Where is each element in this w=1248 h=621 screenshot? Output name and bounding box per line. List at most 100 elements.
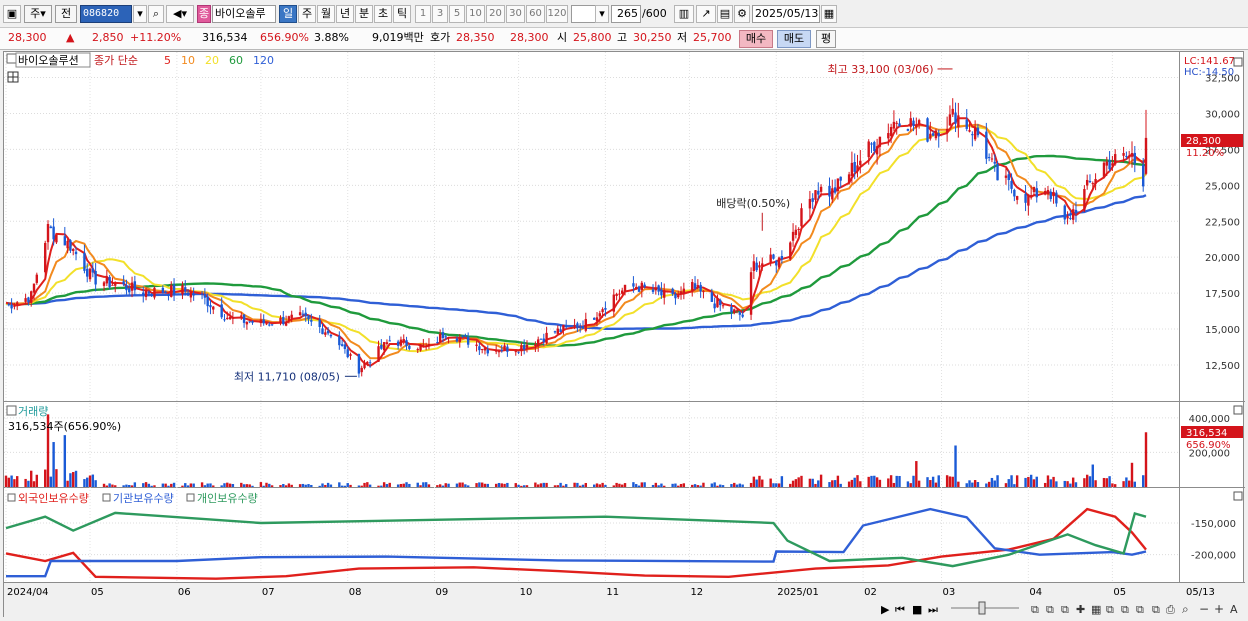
volume-checkbox[interactable] — [6, 405, 17, 416]
candle-body — [772, 254, 775, 259]
candle-body — [542, 338, 545, 342]
ask-price: 28,300 — [510, 31, 549, 44]
volume-bar — [167, 485, 170, 487]
volume-panel-close-icon[interactable] — [1233, 405, 1243, 415]
volume-bar — [242, 484, 246, 487]
volume-bar — [828, 482, 831, 487]
interval-dropdown-icon[interactable]: ▾ — [595, 5, 609, 23]
candle-body — [934, 130, 938, 139]
sell-button[interactable]: 매도 — [777, 30, 811, 48]
volume-bar — [564, 484, 568, 487]
zoom-search-icon[interactable]: ⌕ — [1182, 602, 1189, 616]
overlay-icon[interactable]: ⧉ — [1061, 603, 1069, 616]
zoom-slider-thumb[interactable] — [978, 601, 986, 615]
interval-button-20[interactable]: 20 — [486, 5, 505, 23]
window-icon[interactable]: ▣ — [3, 5, 21, 23]
date-input[interactable]: 2025/05/13 — [752, 5, 820, 23]
scroll-right-icon[interactable]: ▶ — [881, 603, 890, 616]
count-total: /600 — [642, 7, 667, 20]
sound-icon[interactable]: ◀▾ — [166, 5, 194, 23]
period-tab-틱[interactable]: 틱 — [393, 5, 411, 23]
price-panel-close-icon[interactable] — [1233, 57, 1243, 67]
chart-area[interactable]: 12,500 15,000 17,500 20,000 22,500 25,000 27,5… — [3, 51, 1245, 618]
volume-bar — [752, 476, 756, 487]
period-tab-주[interactable]: 주 — [298, 5, 316, 23]
market-select[interactable]: 주▾ — [24, 5, 52, 23]
candle-type-icon[interactable]: ▥ — [674, 5, 694, 23]
volume-bar — [758, 475, 761, 487]
stock-name-field[interactable]: 바이오솔루 — [212, 5, 276, 23]
x-tick-label: 07 — [262, 587, 275, 598]
interval-button-10[interactable]: 10 — [466, 5, 485, 23]
stop-icon[interactable]: ■ — [912, 603, 922, 616]
period-tab-분[interactable]: 분 — [355, 5, 373, 23]
calendar-icon[interactable]: ▦ — [821, 5, 837, 23]
export-icon[interactable]: ⧉ — [1121, 603, 1129, 616]
lc-readout: LC:141.67 — [1184, 56, 1235, 67]
candle-body — [167, 294, 170, 297]
volume-bar — [122, 485, 125, 487]
volume-bar — [240, 482, 243, 487]
volume-bar — [817, 480, 820, 487]
volume-bar — [279, 485, 282, 487]
candle-body — [539, 338, 543, 340]
print-icon[interactable]: ⎙ — [1166, 603, 1175, 616]
volume-bar — [632, 482, 635, 487]
settings-gear-icon[interactable]: ⚙ — [734, 5, 750, 23]
volume-bar — [1085, 474, 1089, 487]
stock-code-input[interactable]: 086820 — [80, 5, 132, 23]
candle-body — [1108, 160, 1111, 170]
layout-icon[interactable]: ▦ — [1091, 603, 1101, 616]
prev-button[interactable]: 전 — [55, 5, 77, 23]
price-y-tick: 15,000 — [1205, 325, 1240, 336]
volume-bar — [517, 484, 520, 487]
buy-button[interactable]: 매수 — [739, 30, 773, 48]
candle-body — [399, 339, 403, 346]
candle-body — [1133, 152, 1136, 164]
holdings-panel-close-icon[interactable] — [1233, 491, 1243, 501]
candle-body — [850, 162, 854, 177]
chart-svg[interactable]: 12,500 15,000 17,500 20,000 22,500 25,000 27,5… — [4, 52, 1245, 618]
zoom-in-icon[interactable]: + — [1214, 602, 1224, 616]
candle-body — [464, 335, 467, 337]
x-tick-label: 02 — [864, 587, 877, 598]
compare-icon[interactable]: ⧉ — [1031, 603, 1039, 616]
interval-button-1[interactable]: 1 — [415, 5, 431, 23]
volume-bar — [346, 483, 349, 487]
trend-line-icon[interactable]: ↗ — [696, 5, 716, 23]
volume-bar — [72, 472, 75, 487]
copy-icon[interactable]: ⧉ — [1046, 603, 1054, 616]
volume-bar — [290, 484, 293, 487]
count-input[interactable]: 265 — [611, 5, 641, 23]
scroll-last-icon[interactable]: ⏭ — [928, 603, 938, 616]
candle-body — [161, 287, 165, 293]
interval-button-30[interactable]: 30 — [506, 5, 525, 23]
window-split-icon[interactable]: ⧉ — [1106, 603, 1114, 616]
font-size-icon[interactable]: A — [1230, 603, 1238, 616]
interval-button-60[interactable]: 60 — [526, 5, 545, 23]
period-tab-일[interactable]: 일 — [279, 5, 297, 23]
period-tab-월[interactable]: 월 — [317, 5, 335, 23]
save-icon[interactable]: ▤ — [717, 5, 733, 23]
candle-body — [671, 288, 674, 295]
period-tab-년[interactable]: 년 — [336, 5, 354, 23]
pin-icon[interactable]: ⧉ — [1136, 603, 1144, 616]
interval-button-120[interactable]: 120 — [546, 5, 568, 23]
interval-button-5[interactable]: 5 — [449, 5, 465, 23]
zoom-out-icon[interactable]: − — [1199, 602, 1209, 616]
scroll-first-icon[interactable]: ⏮ — [895, 603, 905, 616]
crosshair-icon[interactable]: ✚ — [1076, 603, 1085, 616]
volume-bar — [483, 483, 487, 487]
volume-bar — [719, 484, 722, 487]
volume-bar — [368, 484, 372, 487]
search-icon[interactable]: ⌕ — [148, 5, 164, 23]
volume-bar — [1063, 480, 1066, 487]
legend-checkbox[interactable] — [6, 53, 17, 64]
link-icon[interactable]: ⧉ — [1152, 603, 1160, 616]
code-dropdown-icon[interactable]: ▾ — [133, 5, 147, 23]
avg-button[interactable]: 평 — [816, 30, 836, 48]
volume-bar — [1091, 464, 1094, 487]
interval-button-3[interactable]: 3 — [432, 5, 448, 23]
period-tab-초[interactable]: 초 — [374, 5, 392, 23]
volume-bar — [441, 485, 445, 487]
